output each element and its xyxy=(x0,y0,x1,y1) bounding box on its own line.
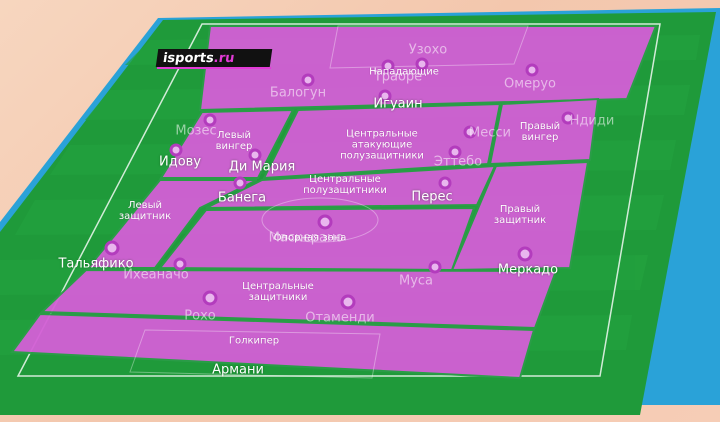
marker-iguain xyxy=(378,89,392,103)
zone-cb xyxy=(39,268,558,330)
player-idowu: Ндиди xyxy=(569,113,615,129)
zone-forwards xyxy=(198,25,658,112)
pitch-markings xyxy=(129,25,529,379)
marker-omeruo xyxy=(525,63,539,77)
marker-musa xyxy=(428,260,442,274)
marker-ettebo xyxy=(448,145,462,159)
zone-label-dm: Опорная зона xyxy=(273,232,347,244)
zone-label-cam: Центральные атакующие полузащитники xyxy=(340,128,424,162)
zone-label-cm: Центральные полузащитники xyxy=(303,174,387,196)
marker-moses xyxy=(203,113,217,127)
player-otamendi: Отаменди xyxy=(305,310,375,326)
zone-label-rw: Правый вингер xyxy=(519,121,561,143)
player-armani: Армани xyxy=(212,362,264,378)
player-omeruo: Омеруо xyxy=(504,76,556,92)
player-di-maria: Идову xyxy=(158,154,202,170)
logo-suffix: .ru xyxy=(212,50,236,66)
player-iheanacho: Ихеаначо xyxy=(123,267,189,283)
zone-label-cb: Центральные защитники xyxy=(242,281,314,303)
marker-di-maria xyxy=(169,143,183,157)
player-perez: Перес xyxy=(411,189,453,205)
player-ndidi: Ди Мария xyxy=(228,159,296,175)
marker-messi xyxy=(463,125,477,139)
zone-cam xyxy=(262,102,502,180)
logo-main: sports xyxy=(166,50,215,66)
logo-underline xyxy=(156,67,272,69)
player-traore: Траоре xyxy=(373,69,423,85)
zone-label-lb: Левый защитник xyxy=(118,200,172,222)
pitch-outline xyxy=(16,23,661,377)
player-tagliafico: Тальяфико xyxy=(58,256,134,272)
zone-gk xyxy=(10,312,536,380)
marker-rojo xyxy=(202,290,218,306)
marker-idowu xyxy=(561,111,575,125)
zone-cm xyxy=(205,164,497,209)
marker-ndidi xyxy=(248,148,262,162)
marker-mascherano xyxy=(317,214,333,230)
marker-perez xyxy=(438,176,452,190)
marker-uzoho xyxy=(415,57,429,71)
player-mascherano: Маскерано xyxy=(268,230,344,246)
player-ettebo: Эттебо xyxy=(433,154,483,170)
zone-label-rb: Правый защитник xyxy=(493,204,547,226)
player-uzoho: Узохо xyxy=(408,42,448,58)
marker-tagliafico xyxy=(104,240,120,256)
sports-ru-logo: i sports .ru xyxy=(155,49,273,67)
player-mercado: Меркадо xyxy=(497,262,559,278)
player-moses: Мозес xyxy=(175,123,217,139)
player-banega: Банега xyxy=(217,190,267,206)
marker-iheanacho xyxy=(173,257,187,271)
marker-otamendi xyxy=(340,294,356,310)
zone-label-forwards: Нападающие xyxy=(369,66,439,78)
marker-mercado xyxy=(517,246,533,262)
zone-label-lw: Левый вингер xyxy=(215,130,253,152)
player-markers xyxy=(104,57,575,310)
zone-rb xyxy=(450,160,590,272)
zone-label-gk: Голкипер xyxy=(228,335,280,347)
marker-traore xyxy=(381,59,395,73)
player-balogun: Балогун xyxy=(269,85,327,101)
player-iguain: Игуаин xyxy=(373,96,423,112)
marker-balogun xyxy=(301,73,315,87)
zones xyxy=(10,25,658,380)
player-rojo: Рохо xyxy=(184,308,216,324)
marker-banega xyxy=(233,176,247,190)
player-messi: Месси xyxy=(469,125,511,141)
player-musa: Муса xyxy=(398,273,434,289)
